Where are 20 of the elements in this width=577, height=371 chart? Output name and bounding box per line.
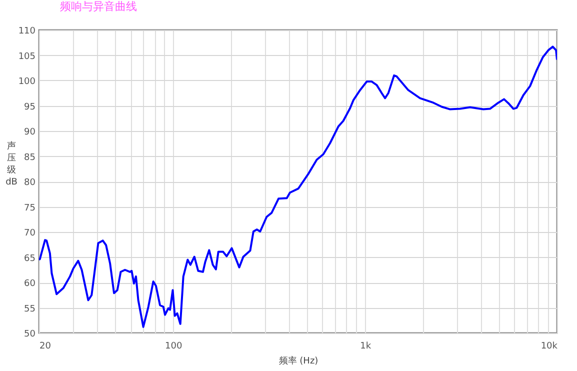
y-tick-label: 85 [24, 152, 36, 163]
y-tick-label: 70 [24, 228, 36, 238]
y-tick-label: 90 [24, 128, 36, 138]
y-tick-label: 80 [24, 178, 36, 188]
chart-title: 频响与异音曲线 [60, 0, 138, 13]
x-tick-label: 1k [360, 342, 372, 352]
x-axis-title: 频率 (Hz) [278, 356, 318, 366]
x-tick-label: 10k [540, 342, 558, 352]
y-axis-title: 声压级 dB [6, 140, 18, 188]
y-tick-label: 60 [24, 279, 36, 289]
y-tick-label: 65 [24, 254, 36, 264]
y-tick-label: 55 [24, 304, 36, 314]
y-tick-label: 95 [24, 102, 36, 112]
y-tick-label: 100 [18, 77, 36, 87]
y-tick-label: 75 [24, 203, 36, 214]
y-tick-label: 110 [18, 26, 36, 36]
y-tick-label: 105 [18, 52, 36, 62]
y-tick-label: 50 [24, 330, 36, 340]
x-tick-label: 100 [165, 342, 183, 352]
x-tick-label: 20 [40, 342, 52, 352]
